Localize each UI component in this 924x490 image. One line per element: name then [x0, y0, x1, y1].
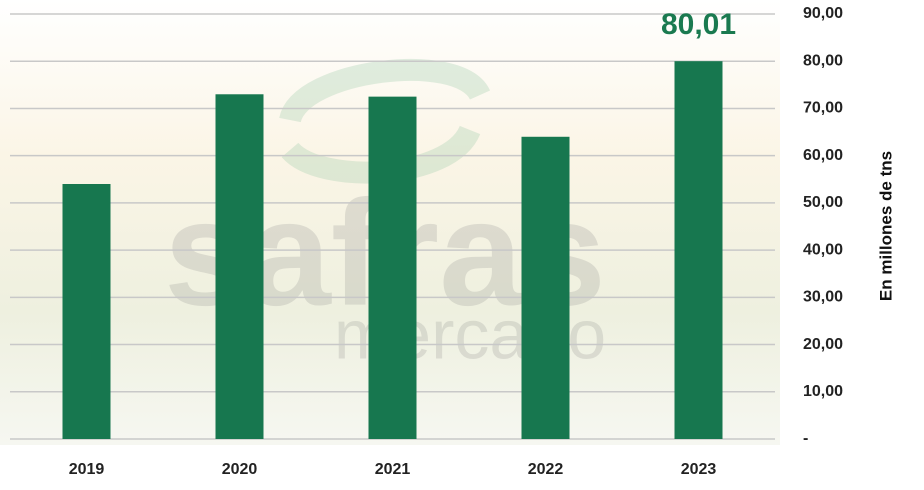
bar — [368, 96, 417, 439]
x-tick-label: 2021 — [375, 461, 411, 478]
bar — [62, 184, 111, 439]
y-tick-label: 80,00 — [803, 52, 843, 69]
x-tick-label: 2019 — [69, 461, 105, 478]
y-tick-label: 90,00 — [803, 5, 843, 22]
y-tick-label: 70,00 — [803, 100, 843, 117]
y-tick-label: 10,00 — [803, 383, 843, 400]
x-tick-label: 2022 — [528, 461, 564, 478]
bar — [521, 136, 570, 439]
y-tick-label: 20,00 — [803, 336, 843, 353]
value-label: 80,01 — [661, 8, 736, 41]
watermark-logo — [279, 59, 491, 124]
bar — [674, 61, 723, 440]
x-tick-label: 2023 — [681, 461, 717, 478]
y-tick-label: 60,00 — [803, 147, 843, 164]
bar — [215, 94, 264, 440]
y-tick-label: 30,00 — [803, 289, 843, 306]
y-tick-label: 50,00 — [803, 194, 843, 211]
x-tick-label: 2020 — [222, 461, 258, 478]
y-tick-label: - — [803, 430, 808, 447]
y-axis-title: En millones de tns — [876, 151, 895, 301]
y-tick-label: 40,00 — [803, 241, 843, 258]
